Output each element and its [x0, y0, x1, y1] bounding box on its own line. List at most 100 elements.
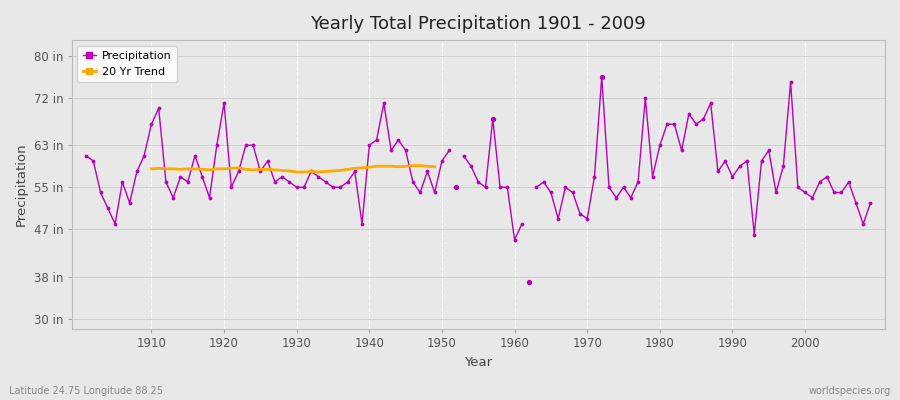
Point — [660, 121, 674, 127]
Point — [253, 168, 267, 175]
Point — [181, 179, 195, 185]
Point — [319, 179, 333, 185]
Point — [588, 174, 602, 180]
Point — [761, 147, 776, 154]
Point — [754, 158, 769, 164]
Point — [674, 147, 688, 154]
Point — [101, 205, 115, 212]
Point — [260, 158, 274, 164]
Point — [151, 105, 166, 112]
Point — [406, 179, 420, 185]
Point — [274, 174, 289, 180]
Point — [297, 184, 311, 190]
Point — [195, 174, 210, 180]
Point — [834, 189, 849, 196]
Point — [347, 168, 362, 175]
Point — [783, 79, 797, 85]
Point — [86, 158, 101, 164]
Point — [94, 189, 108, 196]
Title: Yearly Total Precipitation 1901 - 2009: Yearly Total Precipitation 1901 - 2009 — [310, 15, 646, 33]
Point — [420, 168, 435, 175]
Point — [616, 184, 631, 190]
Point — [551, 216, 565, 222]
Point — [790, 184, 805, 190]
Point — [326, 184, 340, 190]
Point — [217, 100, 231, 106]
Point — [231, 168, 246, 175]
Point — [856, 221, 870, 227]
Legend: Precipitation, 20 Yr Trend: Precipitation, 20 Yr Trend — [77, 46, 176, 82]
Point — [456, 152, 471, 159]
Point — [267, 179, 282, 185]
Point — [311, 174, 326, 180]
Point — [508, 236, 522, 243]
Point — [645, 174, 660, 180]
Point — [849, 200, 863, 206]
Point — [565, 189, 580, 196]
Point — [369, 137, 383, 143]
X-axis label: Year: Year — [464, 356, 492, 369]
Point — [333, 184, 347, 190]
Point — [464, 163, 478, 170]
Point — [631, 179, 645, 185]
Point — [238, 142, 253, 148]
Point — [493, 184, 508, 190]
Point — [384, 147, 399, 154]
Point — [122, 200, 137, 206]
Point — [137, 152, 151, 159]
Point — [144, 121, 158, 127]
Point — [210, 142, 224, 148]
Point — [158, 179, 173, 185]
Y-axis label: Precipitation: Precipitation — [15, 143, 28, 226]
Point — [500, 184, 515, 190]
Point — [827, 189, 842, 196]
Point — [689, 121, 704, 127]
Point — [442, 147, 456, 154]
Point — [697, 116, 711, 122]
Point — [681, 110, 696, 117]
Point — [558, 184, 572, 190]
Point — [174, 174, 188, 180]
Point — [515, 221, 529, 227]
Point — [806, 194, 820, 201]
Point — [202, 194, 217, 201]
Text: Latitude 24.75 Longitude 88.25: Latitude 24.75 Longitude 88.25 — [9, 386, 163, 396]
Point — [842, 179, 856, 185]
Point — [522, 279, 536, 285]
Point — [595, 74, 609, 80]
Point — [413, 189, 428, 196]
Point — [733, 163, 747, 170]
Point — [304, 168, 319, 175]
Point — [704, 100, 718, 106]
Point — [776, 163, 790, 170]
Point — [820, 174, 834, 180]
Point — [108, 221, 122, 227]
Point — [718, 158, 733, 164]
Point — [79, 152, 94, 159]
Point — [798, 189, 813, 196]
Point — [595, 74, 609, 80]
Point — [188, 152, 202, 159]
Point — [711, 168, 725, 175]
Text: worldspecies.org: worldspecies.org — [809, 386, 891, 396]
Point — [486, 116, 500, 122]
Point — [376, 100, 391, 106]
Point — [362, 142, 376, 148]
Point — [602, 184, 616, 190]
Point — [224, 184, 238, 190]
Point — [130, 168, 144, 175]
Point — [725, 174, 740, 180]
Point — [449, 184, 464, 190]
Point — [166, 194, 180, 201]
Point — [544, 189, 558, 196]
Point — [486, 116, 500, 122]
Point — [340, 179, 355, 185]
Point — [769, 189, 783, 196]
Point — [813, 179, 827, 185]
Point — [478, 184, 492, 190]
Point — [624, 194, 638, 201]
Point — [290, 184, 304, 190]
Point — [435, 158, 449, 164]
Point — [529, 184, 544, 190]
Point — [115, 179, 130, 185]
